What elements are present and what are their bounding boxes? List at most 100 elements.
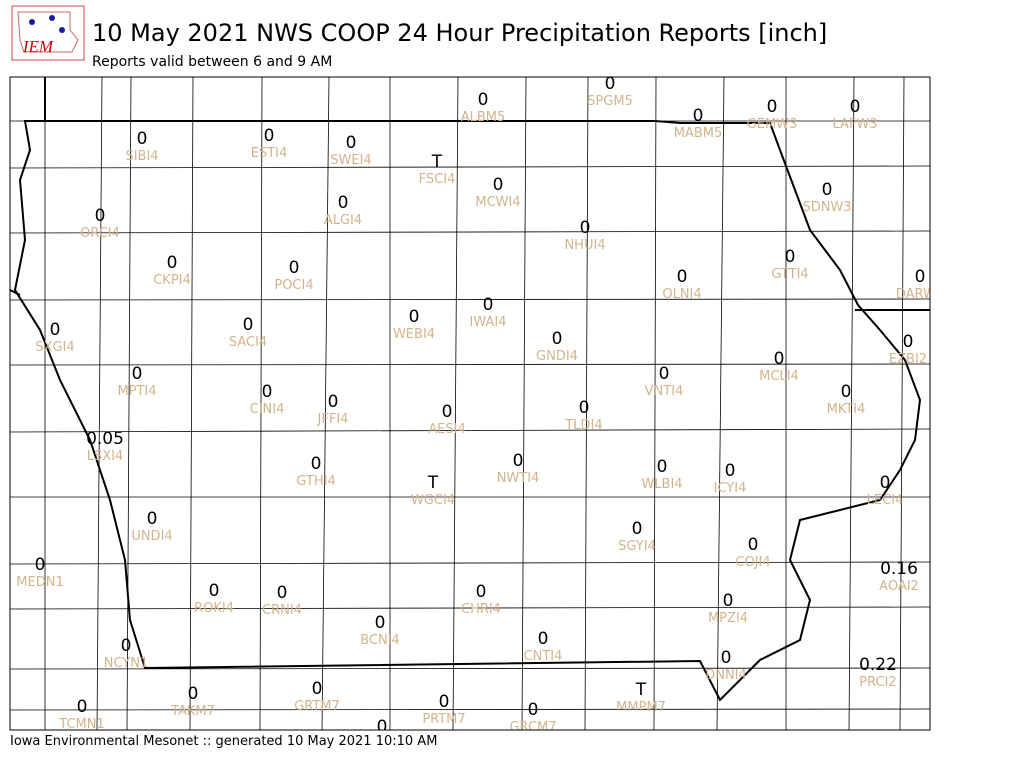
- station-value: 0: [167, 253, 178, 273]
- station-value: 0: [822, 180, 833, 200]
- station-value: 0: [605, 74, 616, 94]
- county-line: [10, 606, 930, 610]
- station-id: MMPM7: [616, 700, 666, 715]
- station-id: ICYI4: [714, 481, 747, 496]
- logo: IEM: [11, 5, 85, 61]
- station-id: TAKM7: [170, 704, 215, 719]
- station-id: OLNI4: [662, 287, 701, 302]
- station-value: 0: [493, 175, 504, 195]
- station-value: 0: [442, 402, 453, 422]
- station-value: 0: [693, 106, 704, 126]
- county-line: [716, 77, 725, 730]
- station-value: 0: [95, 206, 106, 226]
- station-id: MABM5: [674, 126, 723, 141]
- station-id: PRCI2: [859, 675, 896, 690]
- station-value: 0: [209, 581, 220, 601]
- station-id: SGYI4: [618, 539, 656, 554]
- footer: Iowa Environmental Mesonet :: generated …: [10, 734, 437, 749]
- station-id: SWEI4: [330, 153, 371, 168]
- station-value: T: [427, 473, 439, 493]
- station-id: ORCI4: [80, 226, 120, 241]
- county-line: [584, 77, 589, 730]
- station-value: 0: [580, 218, 591, 238]
- station-value: T: [431, 152, 443, 172]
- station-id: FSCI4: [419, 172, 456, 187]
- station-id: LAFW3: [832, 117, 877, 132]
- county-line: [452, 77, 459, 730]
- station-value: 0: [137, 129, 148, 149]
- station-id: CHRI4: [461, 602, 501, 617]
- station-id: GNDI4: [536, 349, 578, 364]
- station-id: PRTM7: [422, 712, 465, 727]
- county-line: [10, 667, 930, 670]
- station-id: DARW3: [896, 287, 944, 302]
- station-value: 0: [50, 320, 61, 340]
- station-value: 0.22: [859, 655, 897, 675]
- station-id: EZBI2: [889, 352, 927, 367]
- station-value: 0: [439, 692, 450, 712]
- station-id: SXGI4: [35, 340, 74, 355]
- station-value: 0: [657, 457, 668, 477]
- station-value: 0: [289, 258, 300, 278]
- station-id: GRCM7: [509, 720, 556, 735]
- station-value: 0: [767, 97, 778, 117]
- station-id: CINI4: [250, 402, 285, 417]
- station-id: MEDN1: [16, 575, 63, 590]
- station-value: 0: [785, 247, 796, 267]
- state-border: [13, 120, 922, 702]
- station-value: 0: [77, 697, 88, 717]
- station-id: NWTI4: [497, 471, 540, 486]
- station-id: GTHI4: [296, 474, 335, 489]
- station-id: IWAI4: [470, 315, 507, 330]
- subtitle: Reports valid between 6 and 9 AM: [92, 54, 332, 70]
- station-id: ALGI4: [324, 213, 362, 228]
- station-value: 0: [632, 519, 643, 539]
- county-lines: [10, 77, 930, 730]
- county-line: [96, 77, 103, 730]
- station-id: LECI4: [867, 493, 904, 508]
- station-id: GRTM7: [294, 699, 340, 714]
- station-id: GEMW3: [747, 117, 798, 132]
- station-value: 0: [409, 307, 420, 327]
- station-id: BCNI4: [360, 633, 400, 648]
- station-value: 0: [721, 648, 732, 668]
- county-line: [10, 561, 930, 565]
- station-id: SPGM5: [587, 94, 633, 109]
- station-value: 0: [538, 629, 549, 649]
- station-id: ALBM5: [461, 110, 506, 125]
- station-value: 0: [121, 636, 132, 656]
- station-value: 0: [677, 267, 688, 287]
- station-id: CNTI4: [524, 649, 563, 664]
- county-line: [899, 77, 905, 730]
- station-value: 0: [132, 364, 143, 384]
- station-value: 0: [264, 126, 275, 146]
- station-id: CRNI4: [262, 603, 302, 618]
- station-id: COJI4: [735, 555, 770, 570]
- station-id: NCYN1: [104, 656, 149, 671]
- county-line: [126, 77, 132, 730]
- station-id: MCLI4: [759, 369, 799, 384]
- station-value: 0: [579, 398, 590, 418]
- station-id: SDNW3: [802, 200, 851, 215]
- title: 10 May 2021 NWS COOP 24 Hour Precipitati…: [92, 19, 827, 47]
- station-value: 0: [723, 591, 734, 611]
- station-value: 0: [243, 315, 254, 335]
- county-line: [189, 77, 194, 730]
- station-value: 0: [659, 364, 670, 384]
- station-id: SACI4: [229, 335, 267, 350]
- station-value: 0: [841, 382, 852, 402]
- station-value: 0: [903, 332, 914, 352]
- station-value: 0.05: [86, 429, 124, 449]
- station-id: AESI4: [428, 422, 465, 437]
- station-id: DNNI4: [705, 668, 747, 683]
- station-id: ROKI4: [194, 601, 234, 616]
- station-value: 0: [513, 451, 524, 471]
- station-value: 0: [312, 679, 323, 699]
- station-value: 0: [346, 133, 357, 153]
- station-value: 0: [748, 535, 759, 555]
- county-line: [10, 428, 930, 433]
- station-value: 0: [774, 349, 785, 369]
- county-line: [10, 708, 930, 711]
- station-value: 0: [35, 555, 46, 575]
- station-id: AOAI2: [879, 579, 919, 594]
